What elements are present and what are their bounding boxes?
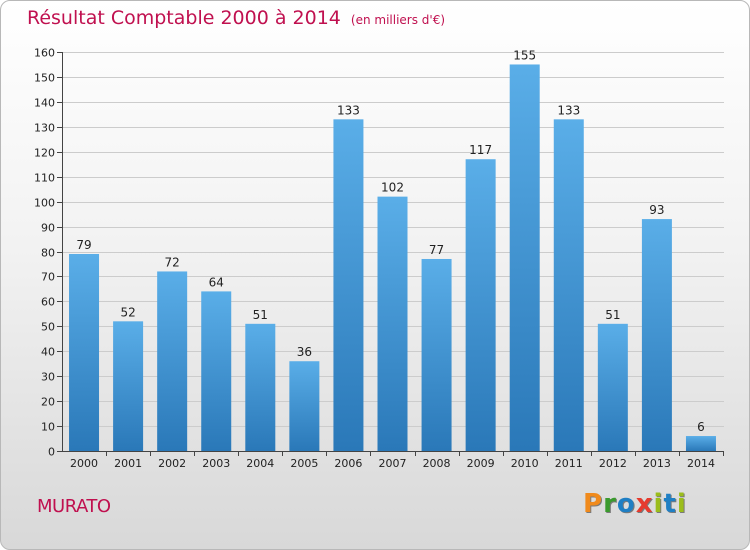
x-tick-label: 2012	[599, 457, 627, 470]
x-tick-label: 2011	[555, 457, 583, 470]
y-tick-label: 0	[48, 446, 55, 459]
x-tick-label: 2010	[511, 457, 539, 470]
data-label: 51	[253, 308, 268, 322]
y-tick-label: 130	[34, 122, 55, 135]
logo-letter: o	[616, 489, 636, 519]
x-tick-label: 2004	[246, 457, 274, 470]
bar-2000	[69, 253, 100, 451]
x-tick-label: 2003	[202, 457, 230, 470]
logo-letter: t	[663, 489, 677, 519]
bar-2009	[465, 159, 496, 451]
x-tick-label: 2007	[379, 457, 407, 470]
chart-title: Résultat Comptable 2000 à 2014	[27, 7, 341, 29]
bars	[69, 64, 716, 452]
bar-2013	[641, 219, 672, 451]
y-tick-label: 40	[41, 346, 55, 359]
data-labels: 79 52 72 64 51 36 133 102 77 117 155 133 51 93 6	[76, 48, 704, 434]
data-label: 52	[120, 305, 135, 319]
data-label: 133	[337, 103, 360, 117]
y-tick-label: 10	[41, 421, 55, 434]
x-tick-label: 2005	[290, 457, 318, 470]
data-label: 77	[429, 243, 444, 257]
commune-name: MURATO	[37, 496, 111, 517]
y-tick-label: 110	[34, 172, 55, 185]
bar-2014	[685, 436, 716, 451]
x-tick-label: 2014	[687, 457, 715, 470]
y-tick-label: 90	[41, 222, 55, 235]
data-label: 6	[697, 420, 705, 434]
data-label: 51	[605, 308, 620, 322]
x-tick-label: 2006	[334, 457, 362, 470]
x-tick-label: 2013	[643, 457, 671, 470]
bar-2006	[333, 119, 364, 452]
y-tick-label: 120	[34, 147, 55, 160]
y-tick-label: 100	[34, 197, 55, 210]
data-label: 36	[297, 345, 312, 359]
x-tick-label: 2001	[114, 457, 142, 470]
x-tick-label: 2002	[158, 457, 186, 470]
x-tick-label: 2009	[467, 457, 495, 470]
y-tick-label: 30	[41, 371, 55, 384]
y-tick-label: 150	[34, 72, 55, 85]
data-label: 64	[209, 275, 224, 289]
data-label: 79	[76, 238, 91, 252]
logo-letter: i	[653, 489, 664, 519]
data-label: 117	[469, 143, 492, 157]
bar-2001	[113, 321, 144, 451]
data-label: 133	[557, 103, 580, 117]
logo-letter: P	[583, 489, 604, 519]
bar-2007	[377, 196, 408, 451]
bar-2008	[421, 258, 452, 451]
bar-2010	[509, 64, 540, 451]
logo-letter: x	[635, 489, 654, 519]
bar-2012	[597, 323, 628, 451]
y-tick-label: 20	[41, 396, 55, 409]
axes: 0 10 20 30 40 50 60 70 80 90 100 110 120 130 140 150 160…	[34, 47, 724, 470]
x-tick-label: 2008	[423, 457, 451, 470]
x-tick-label: 2000	[70, 457, 98, 470]
bar-2002	[157, 271, 188, 451]
y-tick-label: 160	[34, 47, 55, 60]
y-tick-label: 60	[41, 296, 55, 309]
data-label: 72	[165, 255, 180, 269]
y-tick-label: 140	[34, 97, 55, 110]
y-tick-label: 80	[41, 247, 55, 260]
logo-letter: i	[676, 489, 687, 519]
y-tick-label: 70	[41, 271, 55, 284]
data-label: 102	[381, 181, 404, 195]
logo-letter: r	[603, 489, 617, 519]
proxiti-logo[interactable]: Proxiti	[583, 489, 687, 519]
bar-2003	[201, 291, 232, 451]
bar-2005	[289, 361, 320, 451]
bar-2011	[553, 119, 584, 452]
data-label: 93	[649, 203, 664, 217]
bar-2004	[245, 323, 276, 451]
data-label: 155	[513, 48, 536, 62]
y-tick-label: 50	[41, 321, 55, 334]
chart-header: Résultat Comptable 2000 à 2014 (en millie…	[27, 7, 445, 29]
chart-subtitle: (en milliers d'€)	[350, 13, 446, 27]
